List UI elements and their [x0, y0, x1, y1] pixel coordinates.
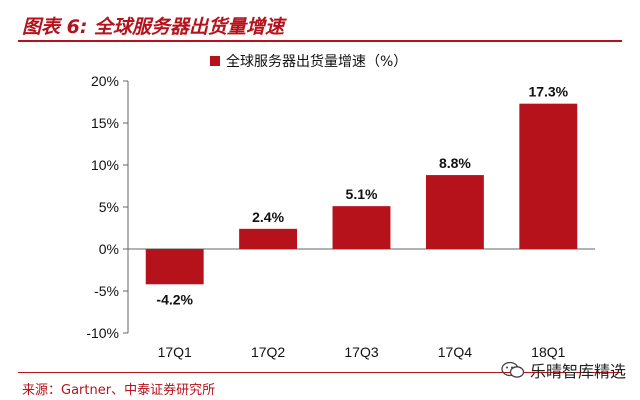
watermark-text: 乐晴智库精选	[529, 362, 626, 381]
bar-17Q4	[425, 175, 484, 249]
chart-legend: 全球服务器出货量增速（%）	[210, 51, 407, 71]
figure-title: 图表 6: 全球服务器出货量增速	[22, 16, 285, 38]
header-rule	[18, 40, 622, 42]
y-tick-label: 15%	[91, 115, 119, 131]
x-tick-label: 17Q3	[344, 344, 378, 360]
y-tick-label: -10%	[86, 325, 119, 341]
data-label: 5.1%	[346, 186, 378, 202]
y-tick-label: 5%	[99, 199, 119, 215]
bar-17Q1	[145, 249, 204, 285]
source-note: 来源：Gartner、中泰证券研究所	[22, 383, 216, 398]
data-label: 17.3%	[528, 84, 568, 100]
y-tick-label: 20%	[91, 73, 119, 89]
y-tick-label: -5%	[94, 283, 119, 299]
bar-17Q2	[239, 228, 298, 249]
footer-rule	[18, 372, 622, 373]
x-tick-label: 17Q2	[251, 344, 285, 360]
data-label: -4.2%	[156, 291, 193, 307]
watermark: 乐晴智库精选	[501, 358, 626, 382]
figure-header: 图表 6: 全球服务器出货量增速	[0, 0, 640, 44]
y-tick-label: 10%	[91, 157, 119, 173]
y-tick-label: 0%	[99, 241, 119, 257]
data-label: 8.8%	[439, 155, 471, 171]
legend-label: 全球服务器出货量增速（%）	[226, 54, 408, 70]
data-label: 2.4%	[252, 209, 284, 225]
wechat-icon	[501, 361, 525, 378]
x-tick-label: 17Q4	[438, 344, 472, 360]
x-tick-label: 18Q1	[531, 344, 565, 360]
legend-swatch	[210, 56, 220, 66]
bar-18Q1	[519, 103, 578, 250]
bar-17Q3	[332, 206, 391, 249]
x-tick-label: 17Q1	[158, 344, 192, 360]
